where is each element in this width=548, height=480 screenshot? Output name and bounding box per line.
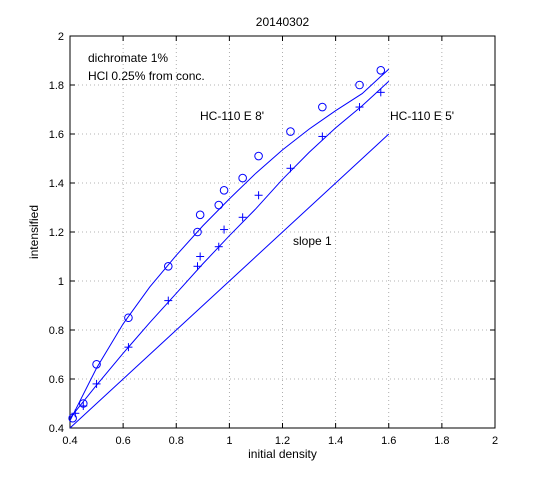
- data-point-hc-110-e-8: [214, 200, 224, 210]
- data-point-hc-110-e-5: [376, 88, 385, 97]
- y-tick-label: 1: [58, 276, 64, 288]
- data-point-hc-110-e-8: [163, 262, 173, 271]
- data-point-hc-110-e-5: [355, 103, 364, 112]
- data-point-hc-110-e-8: [92, 360, 101, 369]
- data-point-hc-110-e-8: [193, 227, 202, 237]
- series-label-e8: HC-110 E 8': [200, 109, 264, 123]
- axis-ticks: 0.4 0.6 0.8 1 1.2 1.4 1.6 1.8 2 0.4 0.6 0.8 1 1.2 1.4 1…: [49, 31, 498, 447]
- data-point-hc-110-e-5: [164, 296, 173, 305]
- y-tick-label: 2: [58, 31, 64, 43]
- x-tick-label: 1.2: [275, 435, 290, 447]
- x-tick-label: 1: [226, 435, 232, 447]
- series-line-slope-1: [69, 133, 390, 429]
- y-axis-label: intensified: [27, 205, 41, 259]
- data-point-hc-110-e-5: [92, 379, 101, 388]
- y-tick-label: 0.6: [49, 374, 64, 386]
- data-point-hc-110-e-5: [318, 132, 327, 141]
- data-point-hc-110-e-8: [238, 173, 247, 183]
- data-point-hc-110-e-8: [195, 210, 205, 220]
- data-point-hc-110-e-5: [220, 225, 229, 234]
- data-point-hc-110-e-5: [196, 252, 205, 261]
- data-point-hc-110-e-8: [376, 66, 386, 75]
- annotation-dichromate: dichromate 1%: [88, 51, 168, 65]
- data-point-hc-110-e-5: [254, 191, 263, 200]
- chart-title: 20140302: [256, 15, 310, 29]
- series-label-e5: HC-110 E 5': [390, 109, 454, 123]
- y-tick-label: 1.8: [49, 80, 64, 92]
- data-point-hc-110-e-8: [124, 313, 133, 323]
- data-point-hc-110-e-8: [355, 80, 364, 90]
- reference-label-slope1: slope 1: [293, 234, 332, 248]
- y-tick-label: 0.8: [49, 325, 64, 337]
- data-point-hc-110-e-5: [193, 262, 202, 271]
- series-line-hc-110-e-5: [69, 80, 390, 419]
- data-point-hc-110-e-5: [286, 164, 295, 173]
- y-tick-label: 1.4: [49, 178, 64, 190]
- x-tick-label: 1.4: [328, 435, 343, 447]
- y-tick-label: 0.4: [49, 423, 64, 435]
- data-point-hc-110-e-8: [254, 151, 263, 161]
- data-point-hc-110-e-5: [214, 242, 223, 251]
- x-tick-label: 0.8: [169, 435, 184, 447]
- y-tick-label: 1.6: [49, 129, 64, 141]
- y-tick-label: 1.2: [49, 227, 64, 239]
- data-point-hc-110-e-8: [286, 127, 295, 136]
- data-point-hc-110-e-5: [238, 213, 247, 222]
- annotation-hcl: HCl 0.25% from conc.: [88, 69, 205, 83]
- x-tick-label: 1.6: [381, 435, 396, 447]
- data-point-hc-110-e-5: [79, 401, 88, 410]
- data-point-hc-110-e-8: [219, 186, 229, 195]
- x-tick-label: 2: [492, 435, 498, 447]
- x-axis-label: initial density: [248, 447, 317, 461]
- series-line-hc-110-e-8: [69, 68, 390, 421]
- series-layer: [68, 66, 390, 429]
- data-point-hc-110-e-5: [124, 343, 133, 352]
- data-point-hc-110-e-5: [71, 409, 80, 418]
- data-point-hc-110-e-8: [318, 102, 327, 112]
- x-tick-label: 0.6: [115, 435, 130, 447]
- x-tick-label: 1.8: [434, 435, 449, 447]
- x-tick-label: 0.4: [62, 435, 77, 447]
